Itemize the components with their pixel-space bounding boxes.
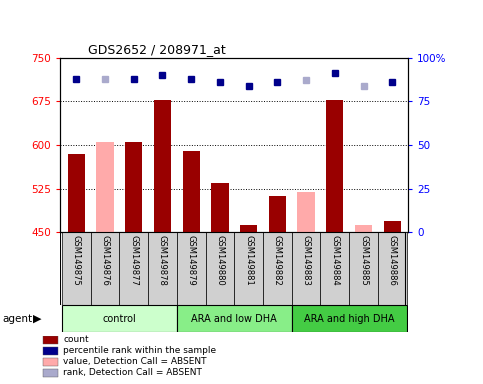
Bar: [43, 347, 58, 354]
Bar: [298, 192, 315, 232]
Text: GSM149878: GSM149878: [158, 235, 167, 285]
Bar: [326, 99, 343, 232]
Text: GSM149884: GSM149884: [330, 235, 340, 285]
Text: rank, Detection Call = ABSENT: rank, Detection Call = ABSENT: [63, 368, 202, 377]
Text: count: count: [63, 335, 89, 344]
Bar: [321, 232, 349, 305]
Text: ▶: ▶: [33, 314, 42, 324]
Text: GSM149886: GSM149886: [388, 235, 397, 285]
Bar: [90, 232, 119, 305]
Text: GSM149885: GSM149885: [359, 235, 368, 285]
Bar: [205, 232, 234, 305]
Bar: [62, 232, 90, 305]
Bar: [68, 154, 85, 232]
Bar: [234, 232, 263, 305]
Bar: [96, 142, 114, 232]
Bar: [292, 232, 321, 305]
Bar: [177, 232, 205, 305]
Text: control: control: [102, 314, 136, 324]
Bar: [154, 99, 171, 232]
Bar: [384, 221, 401, 232]
Text: agent: agent: [2, 314, 32, 324]
Text: value, Detection Call = ABSENT: value, Detection Call = ABSENT: [63, 357, 207, 366]
Bar: [183, 151, 200, 232]
Bar: [125, 142, 142, 232]
Text: GSM149879: GSM149879: [186, 235, 196, 285]
Text: GSM149877: GSM149877: [129, 235, 138, 285]
Text: GSM149880: GSM149880: [215, 235, 225, 285]
Text: GSM149882: GSM149882: [273, 235, 282, 285]
Bar: [43, 336, 58, 344]
Text: ARA and high DHA: ARA and high DHA: [304, 314, 395, 324]
Text: GSM149883: GSM149883: [301, 235, 311, 285]
Bar: [263, 232, 292, 305]
Bar: [378, 232, 407, 305]
Text: GSM149881: GSM149881: [244, 235, 253, 285]
Bar: [211, 183, 228, 232]
Text: GSM149876: GSM149876: [100, 235, 110, 285]
Bar: [43, 358, 58, 366]
Bar: [119, 232, 148, 305]
Bar: [269, 196, 286, 232]
Bar: [292, 305, 407, 332]
Text: percentile rank within the sample: percentile rank within the sample: [63, 346, 216, 355]
Text: GDS2652 / 208971_at: GDS2652 / 208971_at: [88, 43, 226, 56]
Text: ARA and low DHA: ARA and low DHA: [191, 314, 277, 324]
Bar: [355, 225, 372, 232]
Text: GSM149875: GSM149875: [71, 235, 81, 285]
Bar: [240, 225, 257, 232]
Bar: [177, 305, 292, 332]
Bar: [43, 369, 58, 377]
Bar: [148, 232, 177, 305]
Bar: [62, 305, 177, 332]
Bar: [349, 232, 378, 305]
